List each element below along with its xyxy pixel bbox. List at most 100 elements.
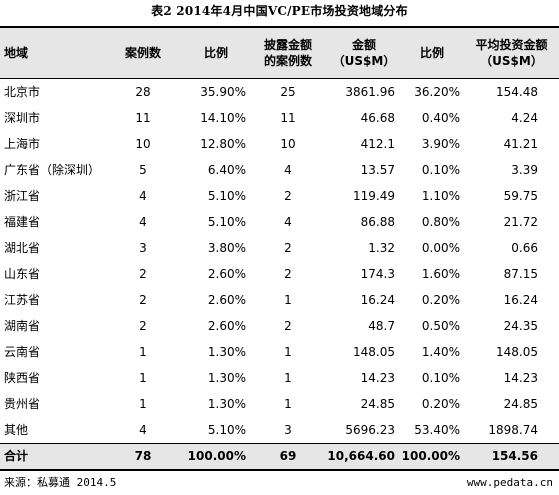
cell-amount: 24.85 — [360, 397, 395, 411]
cell-disclosed: 2 — [284, 319, 292, 333]
cell-cases: 4 — [139, 423, 147, 437]
website-link[interactable]: www.pedata.cn — [466, 476, 553, 489]
table-row: 浙江省 4 5.10% 2 119.49 1.10% 59.75 — [0, 183, 559, 209]
cell-amount: 46.68 — [360, 111, 395, 125]
cell-disclosed: 10 — [280, 137, 296, 151]
cell-cases: 28 — [135, 85, 151, 99]
cell-disclosed: 11 — [280, 111, 296, 125]
table-title: 表2 2014年4月中国VC/PE市场投资地域分布 — [151, 4, 408, 18]
cell-cases: 2 — [139, 293, 147, 307]
cell-amount-ratio: 0.20% — [421, 397, 460, 411]
table-row: 陕西省 1 1.30% 1 14.23 0.10% 14.23 — [0, 365, 559, 391]
total-amount-ratio: 100.00% — [401, 449, 460, 463]
cell-ratio: 5.10% — [207, 189, 246, 203]
table-row: 深圳市 11 14.10% 11 46.68 0.40% 4.24 — [0, 105, 559, 131]
cell-region: 其他 — [4, 423, 29, 437]
cell-avg: 148.05 — [496, 345, 538, 359]
cell-cases: 1 — [139, 397, 147, 411]
table-row: 湖南省 2 2.60% 2 48.7 0.50% 24.35 — [0, 313, 559, 339]
cell-avg: 87.15 — [503, 267, 538, 281]
cell-cases: 4 — [139, 215, 147, 229]
header-disclosed-cases: 披露金额 的案例数 — [263, 38, 312, 68]
header-region: 地域 — [4, 46, 29, 60]
source-note: 来源：私募通 2014.5 — [4, 476, 117, 489]
cell-avg: 21.72 — [503, 215, 538, 229]
cell-disclosed: 25 — [280, 85, 296, 99]
cell-amount-ratio: 0.80% — [421, 215, 460, 229]
cell-amount: 3861.96 — [345, 85, 395, 99]
header-cases: 案例数 — [124, 46, 161, 60]
cell-region: 湖北省 — [4, 241, 41, 255]
cell-avg: 24.85 — [503, 397, 538, 411]
total-amount: 10,664.60 — [327, 449, 395, 463]
cell-avg: 59.75 — [503, 189, 538, 203]
cell-region: 福建省 — [4, 215, 41, 229]
cell-amount-ratio: 36.20% — [414, 85, 460, 99]
cell-amount-ratio: 0.00% — [421, 241, 460, 255]
cell-amount: 48.7 — [368, 319, 395, 333]
cell-disclosed: 2 — [284, 189, 292, 203]
header-ratio: 比例 — [203, 46, 228, 60]
cell-disclosed: 2 — [284, 241, 292, 255]
header-rule — [0, 78, 559, 79]
cell-amount-ratio: 0.50% — [421, 319, 460, 333]
cell-ratio: 12.80% — [200, 137, 246, 151]
cell-amount: 1.32 — [368, 241, 395, 255]
total-avg: 154.56 — [491, 449, 538, 463]
cell-cases: 2 — [139, 267, 147, 281]
cell-avg: 4.24 — [511, 111, 538, 125]
table-row: 云南省 1 1.30% 1 148.05 1.40% 148.05 — [0, 339, 559, 365]
cell-ratio: 5.10% — [207, 423, 246, 437]
cell-amount: 148.05 — [353, 345, 395, 359]
cell-ratio: 1.30% — [207, 345, 246, 359]
total-disclosed: 69 — [279, 449, 297, 463]
cell-ratio: 1.30% — [207, 397, 246, 411]
cell-ratio: 2.60% — [207, 319, 246, 333]
cell-region: 湖南省 — [4, 319, 41, 333]
header-avg-amount: 平均投资金额 （US$M） — [475, 38, 548, 68]
cell-cases: 10 — [135, 137, 151, 151]
cell-amount-ratio: 53.40% — [414, 423, 460, 437]
cell-cases: 11 — [135, 111, 151, 125]
cell-amount-ratio: 0.10% — [421, 371, 460, 385]
cell-disclosed: 4 — [284, 215, 292, 229]
cell-disclosed: 2 — [284, 267, 292, 281]
total-cases: 78 — [134, 449, 152, 463]
cell-cases: 3 — [139, 241, 147, 255]
cell-disclosed: 1 — [284, 293, 292, 307]
cell-disclosed: 4 — [284, 163, 292, 177]
cell-region: 云南省 — [4, 345, 41, 359]
table-row: 湖北省 3 3.80% 2 1.32 0.00% 0.66 — [0, 235, 559, 261]
cell-amount: 14.23 — [360, 371, 395, 385]
table-header: 地域 案例数 比例 披露金额 的案例数 金额 （US$M） 比例 平均投资金额 … — [0, 28, 559, 78]
cell-ratio: 2.60% — [207, 267, 246, 281]
cell-cases: 1 — [139, 371, 147, 385]
cell-ratio: 2.60% — [207, 293, 246, 307]
cell-amount-ratio: 1.10% — [421, 189, 460, 203]
bottom-rule — [0, 469, 559, 471]
cell-amount-ratio: 0.20% — [421, 293, 460, 307]
table-row: 贵州省 1 1.30% 1 24.85 0.20% 24.85 — [0, 391, 559, 417]
cell-amount: 174.3 — [360, 267, 395, 281]
cell-region: 陕西省 — [4, 371, 41, 385]
cell-ratio: 3.80% — [207, 241, 246, 255]
cell-region: 江苏省 — [4, 293, 41, 307]
cell-avg: 154.48 — [496, 85, 538, 99]
table-row: 山东省 2 2.60% 2 174.3 1.60% 87.15 — [0, 261, 559, 287]
table-row: 上海市 10 12.80% 10 412.1 3.90% 41.21 — [0, 131, 559, 157]
table-row: 福建省 4 5.10% 4 86.88 0.80% 21.72 — [0, 209, 559, 235]
cell-disclosed: 3 — [284, 423, 292, 437]
cell-region: 贵州省 — [4, 397, 41, 411]
cell-ratio: 5.10% — [207, 215, 246, 229]
total-ratio: 100.00% — [187, 449, 246, 463]
cell-ratio: 1.30% — [207, 371, 246, 385]
total-top-rule — [0, 443, 559, 444]
cell-cases: 1 — [139, 345, 147, 359]
cell-region: 上海市 — [4, 137, 41, 151]
cell-avg: 3.39 — [511, 163, 538, 177]
cell-cases: 2 — [139, 319, 147, 333]
cell-amount-ratio: 1.60% — [421, 267, 460, 281]
table-row: 北京市 28 35.90% 25 3861.96 36.20% 154.48 — [0, 79, 559, 105]
cell-amount: 119.49 — [353, 189, 395, 203]
cell-region: 广东省（除深圳） — [4, 163, 101, 177]
